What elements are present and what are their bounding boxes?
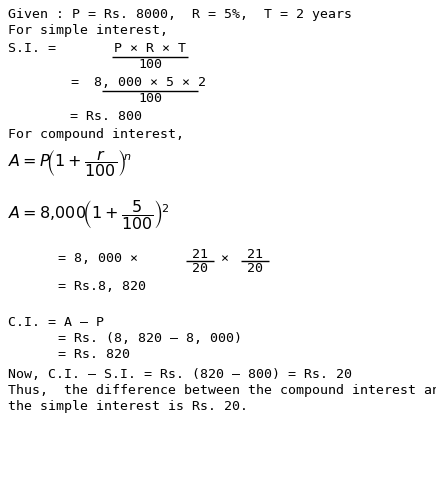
Text: Now, C.I. – S.I. = Rs. (820 – 800) = Rs. 20: Now, C.I. – S.I. = Rs. (820 – 800) = Rs.…: [8, 368, 352, 381]
Text: 8, 000 × 5 × 2: 8, 000 × 5 × 2: [94, 76, 206, 89]
Text: = Rs.8, 820: = Rs.8, 820: [58, 280, 146, 293]
Text: S.I. =: S.I. =: [8, 42, 56, 55]
Text: 100: 100: [138, 92, 162, 105]
Text: =: =: [70, 76, 78, 89]
Text: 21: 21: [247, 248, 263, 261]
Text: P × R × T: P × R × T: [114, 42, 186, 55]
Text: = Rs. 800: = Rs. 800: [70, 110, 142, 123]
Text: Given : P = Rs. 8000,  R = 5%,  T = 2 years: Given : P = Rs. 8000, R = 5%, T = 2 year…: [8, 8, 352, 21]
Text: = Rs. (8, 820 – 8, 000): = Rs. (8, 820 – 8, 000): [58, 332, 242, 345]
Text: = 8, 000 ×: = 8, 000 ×: [58, 252, 138, 265]
Text: $A = P\!\left(1 + \dfrac{r}{100}\right)^{\!n}$: $A = P\!\left(1 + \dfrac{r}{100}\right)^…: [8, 148, 132, 179]
Text: 21: 21: [192, 248, 208, 261]
Text: 20: 20: [192, 262, 208, 275]
Text: For compound interest,: For compound interest,: [8, 128, 184, 141]
Text: the simple interest is Rs. 20.: the simple interest is Rs. 20.: [8, 400, 248, 413]
Text: $A = 8{,}000\!\left(1 + \dfrac{5}{100}\right)^{\!2}$: $A = 8{,}000\!\left(1 + \dfrac{5}{100}\r…: [8, 198, 169, 231]
Text: = Rs. 820: = Rs. 820: [58, 348, 130, 361]
Text: ×: ×: [220, 252, 228, 265]
Text: For simple interest,: For simple interest,: [8, 24, 168, 37]
Text: C.I. = A – P: C.I. = A – P: [8, 316, 104, 329]
Text: Thus,  the difference between the compound interest and: Thus, the difference between the compoun…: [8, 384, 436, 397]
Text: 20: 20: [247, 262, 263, 275]
Text: 100: 100: [138, 58, 162, 71]
